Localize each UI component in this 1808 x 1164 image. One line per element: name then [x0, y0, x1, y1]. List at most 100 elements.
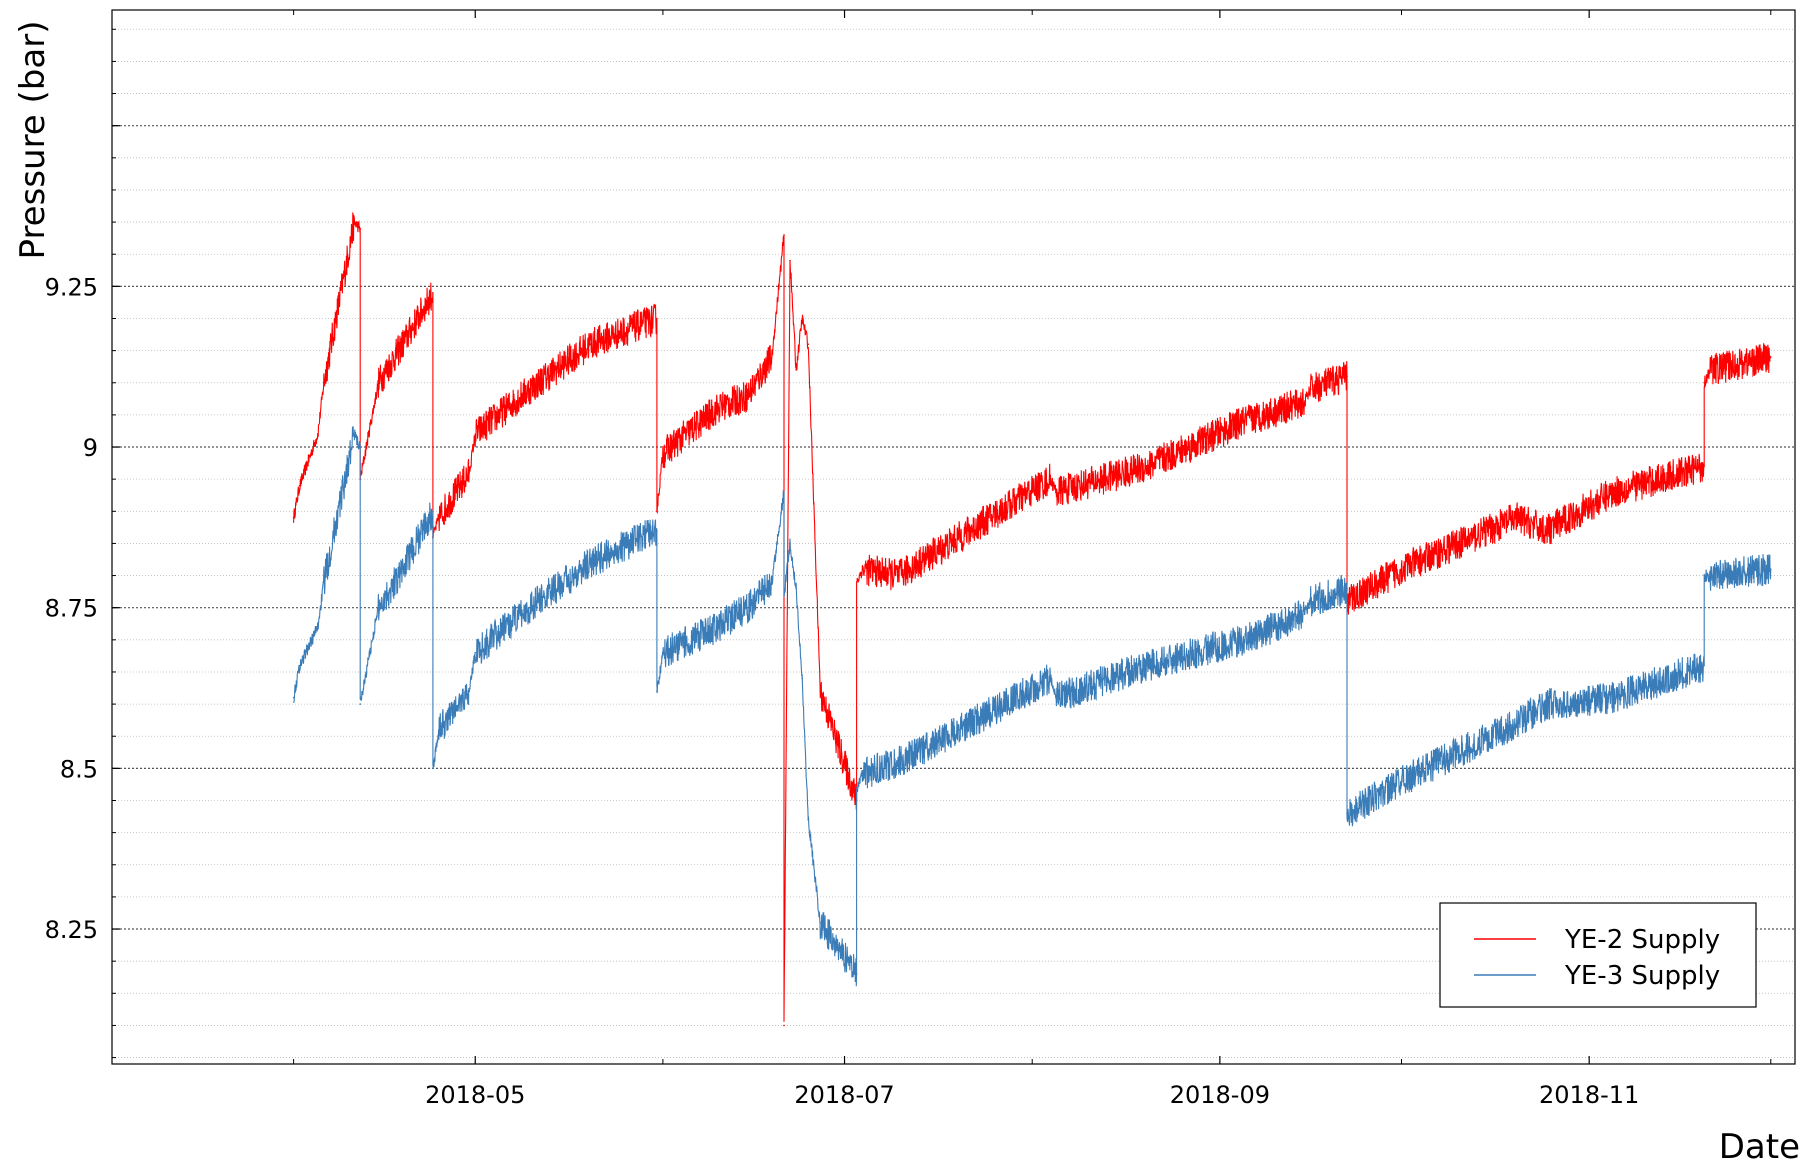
data-point — [898, 574, 900, 577]
y-tick-label: 9 — [83, 434, 98, 462]
y-axis: 8.25 8.5 8.75 9 9.25 — [45, 28, 120, 1059]
data-point — [656, 529, 658, 532]
data-point — [1146, 664, 1149, 667]
series-layer — [292, 211, 1772, 1027]
legend-label-ye2: YE-2 Supply — [1564, 925, 1720, 955]
data-point — [795, 369, 797, 371]
data-point — [589, 343, 592, 345]
data-point — [1243, 420, 1245, 423]
data-point — [656, 317, 658, 320]
data-point — [1055, 696, 1058, 699]
data-point — [359, 446, 362, 448]
legend-label-ye3: YE-3 Supply — [1564, 961, 1720, 991]
y-tick-label: 8.5 — [60, 755, 98, 783]
data-point — [746, 606, 749, 609]
data-point — [298, 484, 301, 487]
data-point — [783, 491, 785, 493]
y-axis-title: Pressure (bar) — [13, 21, 53, 260]
data-point — [432, 767, 434, 770]
data-point — [855, 581, 858, 583]
data-point — [1612, 491, 1615, 493]
data-point — [855, 973, 858, 975]
x-tick-label: 2018-05 — [425, 1081, 525, 1109]
data-point — [528, 388, 531, 390]
legend: YE-2 Supply YE-3 Supply — [1439, 902, 1757, 1008]
data-point — [1055, 491, 1058, 493]
data-point — [468, 471, 470, 474]
data-point — [359, 703, 362, 705]
data-point — [1703, 381, 1705, 384]
data-point — [432, 510, 434, 513]
x-tick-label: 2018-11 — [1539, 1081, 1639, 1109]
data-point — [353, 221, 355, 223]
data-point — [783, 234, 785, 236]
data-point — [771, 581, 773, 583]
x-axis-title: Date — [1719, 1127, 1800, 1164]
data-point — [432, 291, 434, 294]
data-point — [1049, 677, 1052, 680]
data-point — [807, 818, 810, 821]
data-point — [1709, 574, 1712, 577]
data-point — [746, 394, 749, 397]
data-point — [789, 542, 791, 545]
x-axis: 2018-05 2018-07 2018-09 2018-11 — [293, 10, 1772, 1109]
data-point — [1703, 574, 1705, 577]
data-point — [1709, 369, 1712, 371]
data-point — [401, 343, 404, 345]
data-point — [819, 690, 822, 693]
data-point — [589, 561, 592, 564]
data-point — [1346, 812, 1348, 815]
data-point — [783, 1024, 785, 1027]
data-point — [1703, 664, 1705, 667]
data-point — [656, 510, 658, 513]
data-point — [861, 773, 864, 776]
data-point — [861, 568, 864, 570]
data-point — [801, 677, 803, 680]
y-tick-label: 8.75 — [45, 595, 98, 623]
series-line-ye3-supply — [293, 426, 1772, 987]
data-point — [323, 581, 325, 583]
plot-frame — [111, 9, 1796, 1065]
data-point — [438, 516, 440, 519]
data-point — [819, 921, 822, 924]
data-point — [1346, 587, 1348, 590]
data-point — [1243, 639, 1245, 641]
data-point — [898, 761, 900, 763]
data-point — [1309, 600, 1312, 603]
data-point — [438, 729, 440, 731]
data-point — [377, 381, 380, 384]
data-point — [1146, 465, 1149, 468]
data-point — [474, 651, 477, 654]
plot-area — [292, 211, 1772, 1027]
data-point — [795, 587, 797, 590]
data-point — [771, 356, 773, 358]
data-point — [1303, 401, 1306, 403]
data-point — [1515, 722, 1518, 725]
data-point — [1303, 613, 1306, 615]
data-point — [1515, 516, 1518, 519]
x-tick-label: 2018-07 — [794, 1081, 894, 1109]
data-point — [317, 626, 319, 628]
data-point — [292, 516, 295, 519]
data-point — [468, 690, 470, 693]
data-point — [353, 433, 355, 435]
data-point — [292, 696, 295, 699]
data-point — [662, 651, 664, 654]
data-point — [359, 227, 362, 230]
data-point — [801, 317, 803, 320]
data-point — [317, 433, 319, 435]
data-point — [1400, 568, 1403, 570]
y-tick-label: 9.25 — [45, 273, 98, 301]
data-point — [1769, 356, 1772, 358]
data-point — [716, 626, 719, 628]
data-point — [1703, 465, 1705, 468]
data-point — [1545, 529, 1548, 532]
series-line-ye2-supply — [293, 211, 1771, 1022]
data-point — [528, 606, 531, 609]
data-point — [401, 568, 404, 570]
y-tick-label: 8.25 — [45, 916, 98, 944]
data-point — [958, 536, 961, 538]
grid-lines — [112, 28, 1795, 1058]
data-point — [662, 452, 664, 455]
data-point — [855, 786, 858, 789]
